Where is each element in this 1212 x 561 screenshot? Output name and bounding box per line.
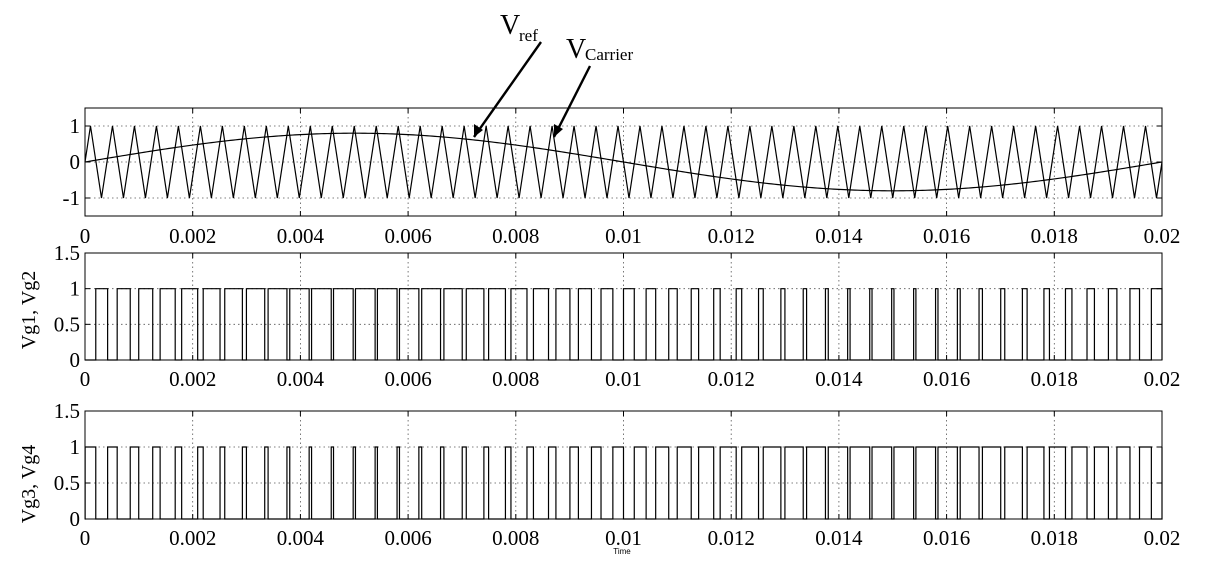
- x-tick-label: 0.014: [815, 526, 863, 550]
- x-tick-label: 0.002: [169, 224, 216, 248]
- annotation-vcarrier-arrow: [552, 65, 592, 138]
- gate-signal-1-2-plot: 0 0.002 0.004 0.006 0.008 0.01 0.012 0.014 0.016…: [54, 241, 1181, 391]
- y-tick-label: 0: [70, 507, 81, 531]
- x-tick-label: 0.004: [277, 224, 325, 248]
- x-tick-label: 0.012: [708, 367, 755, 391]
- gate-signal-3-4-plot: 0 0.002 0.004 0.006 0.008 0.01 0.012 0.014 0.016…: [54, 399, 1181, 550]
- y-tick-label: 1.5: [54, 241, 80, 265]
- x-tick-label: 0: [80, 224, 91, 248]
- x-tick-label: 0.002: [169, 367, 216, 391]
- x-tick-label: 0.018: [1031, 224, 1078, 248]
- y-tick-label: 0: [70, 150, 81, 174]
- y-tick-label: 1.5: [54, 399, 80, 423]
- annotation-vcarrier-sub: Carrier: [585, 45, 633, 64]
- carrier-reference-plot: 0 0.002 0.004 0.006 0.008 0.01 0.012 0.014 0.016…: [63, 107, 1181, 248]
- y-tick-label: 0.5: [54, 312, 80, 336]
- x-tick-label: 0.002: [169, 526, 216, 550]
- series-vcarrier: [84, 125, 1163, 199]
- x-tick-label: 0.02: [1144, 526, 1181, 550]
- x-tick-label: 0.014: [815, 224, 863, 248]
- x-tick-label: 0.018: [1031, 526, 1078, 550]
- y-tick-label: 1: [70, 114, 81, 138]
- x-tick-label: 0.014: [815, 367, 863, 391]
- x-tick-label: 0.006: [384, 224, 431, 248]
- x-tick-label: 0.006: [384, 367, 431, 391]
- ylabel-vg3-vg4: Vg3, Vg4: [18, 445, 40, 524]
- annotation-vref-main: V: [500, 10, 520, 41]
- plot-frame: [84, 410, 1163, 520]
- annotation-vref-arrowhead: [474, 124, 483, 137]
- x-tick-label: 0.02: [1144, 224, 1181, 248]
- annotation-vcarrier: V Carrier: [552, 34, 633, 138]
- y-tick-label: 1: [70, 277, 81, 301]
- series-vg1-vg2: [85, 288, 1163, 361]
- x-tick-label: 0.008: [492, 224, 539, 248]
- x-tick-label: 0: [80, 367, 91, 391]
- x-tick-label: 0.004: [277, 367, 325, 391]
- annotation-vref: V ref: [473, 10, 542, 138]
- annotation-vref-arrow: [473, 41, 542, 138]
- x-tick-label: 0.016: [923, 526, 970, 550]
- x-tick-label: 0.008: [492, 367, 539, 391]
- x-tick-label: 0.01: [605, 526, 642, 550]
- x-tick-label: 0.016: [923, 367, 970, 391]
- y-tick-label: -1: [63, 186, 81, 210]
- x-tick-label: 0.012: [708, 526, 755, 550]
- x-tick-label: 0.018: [1031, 367, 1078, 391]
- ylabel-vg1-vg2: Vg1, Vg2: [18, 271, 40, 350]
- series-vg3-vg4: [84, 446, 1163, 520]
- x-tick-label: 0.006: [384, 526, 431, 550]
- x-tick-label: 0.016: [923, 224, 970, 248]
- y-tick-label: 1: [70, 435, 81, 459]
- x-tick-label: 0.01: [605, 224, 642, 248]
- x-tick-label: 0.02: [1144, 367, 1181, 391]
- xlabel-time: Time: [613, 547, 631, 556]
- y-tick-label: 0: [70, 348, 81, 372]
- x-tick-label: 0.008: [492, 526, 539, 550]
- plot-frame: [84, 107, 1163, 217]
- annotation-vcarrier-arrowhead: [554, 124, 563, 137]
- plot-frame: [84, 252, 1163, 361]
- x-tick-label: 0.01: [605, 367, 642, 391]
- annotation-vcarrier-main: V: [566, 34, 586, 65]
- x-tick-label: 0.004: [277, 526, 325, 550]
- y-tick-label: 0.5: [54, 471, 80, 495]
- x-tick-label: 0.012: [708, 224, 755, 248]
- annotation-vref-sub: ref: [519, 26, 538, 45]
- x-tick-label: 0: [80, 526, 91, 550]
